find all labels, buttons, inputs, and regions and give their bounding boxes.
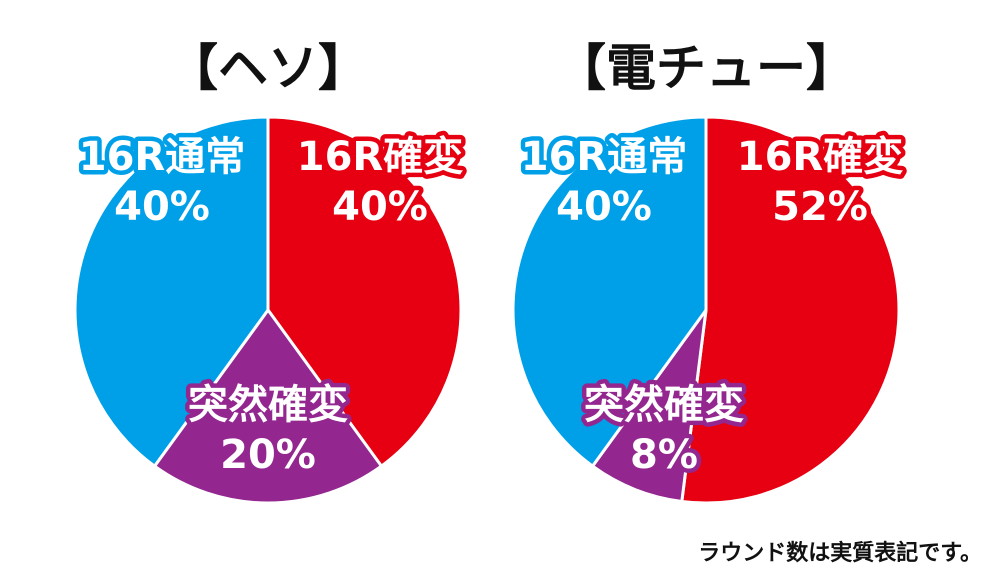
slice-name-heso-kakuhen-16r: 16R確変 (297, 134, 463, 180)
chart-title-heso: 【ヘソ】 (168, 39, 368, 97)
slice-percent-denchu-tsujo-16r: 40% (556, 184, 652, 230)
slice-name-heso-tsujo-16r: 16R通常 (79, 134, 245, 180)
slice-heso-totsuzen-kakuhen (153, 308, 383, 505)
slice-percent-heso-totsuzen-kakuhen: 20% (220, 432, 316, 478)
slice-name-denchu-totsuzen-kakuhen: 突然確変 (584, 382, 744, 428)
chart-title-denchu: 【電チュー】 (556, 39, 856, 97)
slice-percent-denchu-kakuhen-16r: 52% (772, 184, 868, 230)
slice-percent-denchu-totsuzen-kakuhen: 8% (630, 432, 698, 478)
footnote: ラウンド数は実質表記です。 (698, 540, 982, 566)
slice-denchu-totsuzen-kakuhen (591, 308, 708, 503)
slice-heso-kakuhen-16r (266, 115, 463, 468)
slice-denchu-tsujo-16r (511, 115, 708, 468)
slice-percent-heso-kakuhen-16r: 40% (332, 184, 428, 230)
slice-percent-heso-tsujo-16r: 40% (114, 184, 210, 230)
slice-name-denchu-tsujo-16r: 16R通常 (521, 134, 687, 180)
slice-name-denchu-kakuhen-16r: 16R確変 (737, 134, 903, 180)
slice-name-heso-totsuzen-kakuhen: 突然確変 (188, 382, 348, 428)
slice-denchu-kakuhen-16r (680, 115, 901, 505)
slice-heso-tsujo-16r (73, 115, 270, 468)
